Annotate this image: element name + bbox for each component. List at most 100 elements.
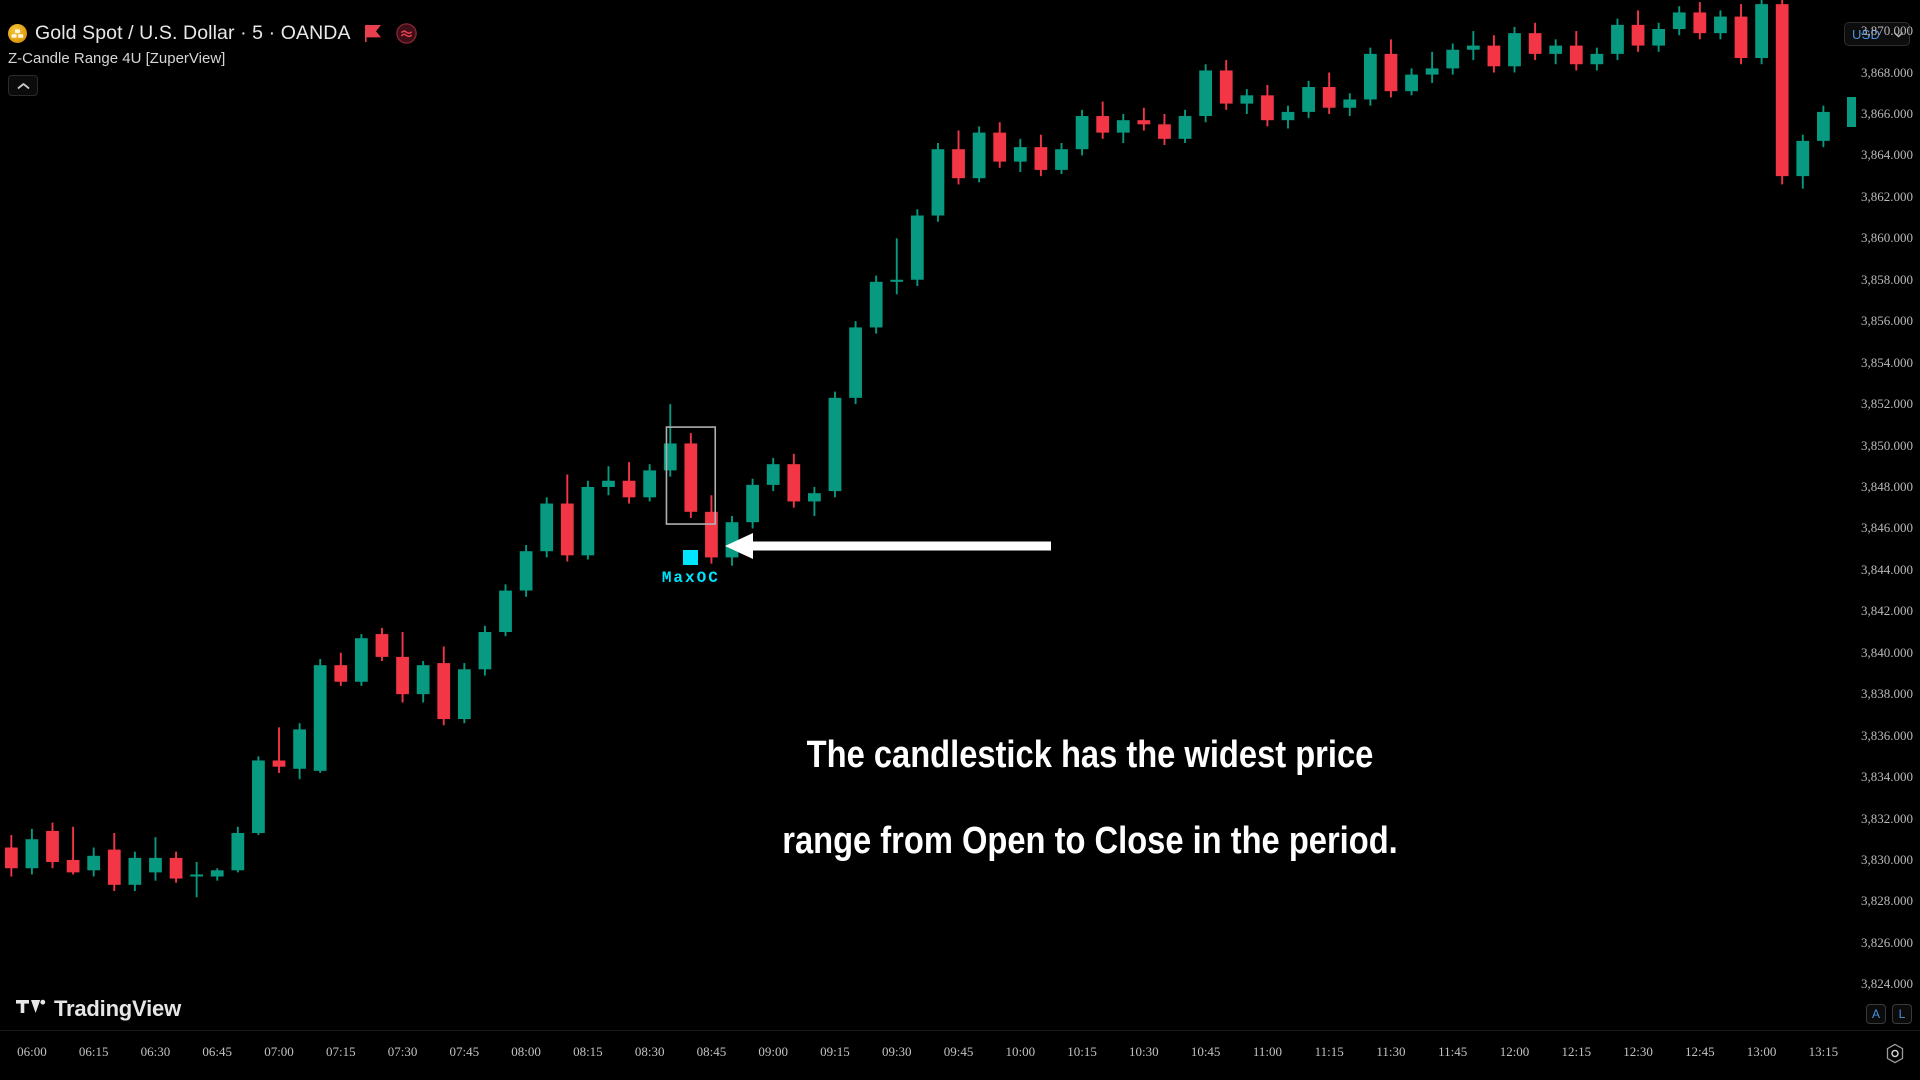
time-label: 06:45 bbox=[202, 1044, 233, 1059]
candle-body bbox=[1199, 70, 1213, 117]
time-scale[interactable]: 06:00 06:15 06:30 06:45 07:00 07:15 07:30 07:45… bbox=[0, 1030, 1920, 1080]
time-label: 08:45 bbox=[696, 1044, 727, 1059]
clock-settings-icon[interactable] bbox=[1884, 1043, 1906, 1070]
candle-body bbox=[1013, 147, 1027, 162]
price-label: 3,870.000 bbox=[1861, 23, 1913, 39]
annotation-line-1: The candlestick has the widest price bbox=[806, 734, 1374, 776]
time-label: 11:30 bbox=[1376, 1044, 1406, 1059]
candle-body bbox=[437, 663, 451, 720]
candle-body bbox=[499, 590, 512, 633]
candle-body bbox=[66, 859, 80, 873]
symbol-row[interactable]: Gold Spot / U.S. Dollar · 5 · OANDA bbox=[8, 22, 417, 45]
candle-body bbox=[1714, 16, 1727, 34]
price-label: 3,850.000 bbox=[1861, 437, 1913, 453]
candle-body bbox=[1096, 116, 1110, 133]
chevron-up-icon bbox=[17, 77, 30, 95]
candle-body bbox=[1569, 45, 1583, 65]
candle-body bbox=[1281, 111, 1295, 121]
time-label: 08:15 bbox=[573, 1044, 603, 1059]
candle-body bbox=[87, 855, 101, 871]
candle-body bbox=[252, 760, 265, 834]
indicator-row[interactable]: Z-Candle Range 4U [ZuperView] bbox=[8, 50, 225, 68]
candle-body bbox=[828, 397, 842, 492]
candle-body bbox=[1590, 53, 1604, 65]
candle-body bbox=[149, 857, 162, 873]
time-label: 12:00 bbox=[1499, 1044, 1530, 1059]
red-flag-icon[interactable] bbox=[364, 24, 382, 43]
collapse-pane-button[interactable] bbox=[8, 75, 38, 96]
time-label: 10:30 bbox=[1129, 1044, 1159, 1059]
candle-body bbox=[1240, 95, 1254, 104]
price-label: 3,864.000 bbox=[1861, 147, 1913, 163]
time-label: 12:30 bbox=[1623, 1044, 1653, 1059]
price-label: 3,866.000 bbox=[1861, 105, 1913, 121]
candle-body bbox=[1672, 12, 1686, 30]
candle-body bbox=[766, 464, 780, 485]
candle-body bbox=[190, 874, 204, 877]
candle-body bbox=[581, 486, 595, 556]
price-label: 3,860.000 bbox=[1861, 230, 1913, 246]
candle-body bbox=[210, 870, 224, 877]
chart-plot-area[interactable] bbox=[0, 0, 1845, 1030]
candle-body bbox=[808, 493, 821, 502]
price-label: 3,834.000 bbox=[1861, 769, 1913, 785]
candle-body bbox=[1487, 45, 1501, 67]
tradingview-logo-icon bbox=[16, 998, 46, 1021]
left-arrow-annotation bbox=[725, 532, 1052, 559]
candle-body bbox=[1384, 53, 1398, 92]
candle-body bbox=[931, 149, 945, 216]
time-label: 09:15 bbox=[820, 1044, 850, 1059]
currency-selector[interactable]: USD bbox=[1844, 22, 1910, 46]
time-label: 13:15 bbox=[1808, 1044, 1839, 1059]
candle-body bbox=[107, 849, 121, 885]
candle-body bbox=[1302, 87, 1315, 112]
auto-scale-button[interactable]: A bbox=[1866, 1004, 1886, 1024]
candle-body bbox=[1693, 12, 1707, 34]
candlestick-series bbox=[4, 0, 1830, 898]
price-label: 3,828.000 bbox=[1861, 893, 1913, 909]
candle-body bbox=[396, 656, 409, 695]
candle-body bbox=[1034, 147, 1048, 170]
time-label: 10:15 bbox=[1067, 1044, 1097, 1059]
price-label: 3,826.000 bbox=[1861, 934, 1913, 950]
price-label: 3,848.000 bbox=[1861, 478, 1913, 494]
time-label: 06:30 bbox=[140, 1044, 171, 1059]
candle-body bbox=[1055, 149, 1068, 170]
candle-body bbox=[869, 281, 883, 328]
price-label: 3,856.000 bbox=[1861, 313, 1913, 329]
square-marker bbox=[683, 550, 699, 566]
time-label: 13:00 bbox=[1746, 1044, 1777, 1059]
price-scale[interactable]: 3,870.000 3,868.000 3,866.000 3,864.000 3,86… bbox=[1845, 0, 1920, 1030]
candle-body bbox=[746, 484, 760, 523]
gold-bars-icon bbox=[8, 24, 27, 43]
candle-body bbox=[1219, 70, 1233, 104]
candle-body bbox=[313, 665, 327, 771]
candle-body bbox=[25, 839, 39, 869]
time-label: 07:45 bbox=[449, 1044, 480, 1059]
candle-body bbox=[293, 729, 306, 769]
candle-body bbox=[1816, 111, 1830, 141]
candle-body bbox=[375, 634, 389, 657]
price-label: 3,868.000 bbox=[1861, 64, 1913, 80]
candle-body bbox=[1466, 45, 1480, 50]
price-label: 3,830.000 bbox=[1861, 851, 1913, 867]
time-label: 08:30 bbox=[634, 1044, 665, 1059]
candle-body bbox=[540, 503, 554, 552]
time-label: 11:45 bbox=[1438, 1044, 1468, 1059]
replay-circle-icon[interactable] bbox=[395, 23, 417, 44]
maxoc-marker: MaxOC bbox=[651, 550, 731, 587]
symbol-title: Gold Spot / U.S. Dollar · 5 · OANDA bbox=[35, 22, 351, 44]
price-label: 3,824.000 bbox=[1861, 976, 1913, 992]
maxoc-highlight-box bbox=[665, 426, 717, 525]
price-label: 3,838.000 bbox=[1861, 686, 1913, 702]
candle-body bbox=[1178, 116, 1192, 139]
candle-body bbox=[1116, 120, 1130, 133]
candle-body bbox=[1137, 120, 1151, 125]
price-label: 3,854.000 bbox=[1861, 354, 1913, 370]
time-label: 07:00 bbox=[264, 1044, 294, 1059]
candle-body bbox=[849, 327, 862, 398]
candle-body bbox=[602, 480, 615, 487]
price-label: 3,832.000 bbox=[1861, 810, 1913, 826]
indicator-title: Z-Candle Range 4U [ZuperView] bbox=[8, 50, 226, 67]
log-scale-button[interactable]: L bbox=[1892, 1004, 1912, 1024]
